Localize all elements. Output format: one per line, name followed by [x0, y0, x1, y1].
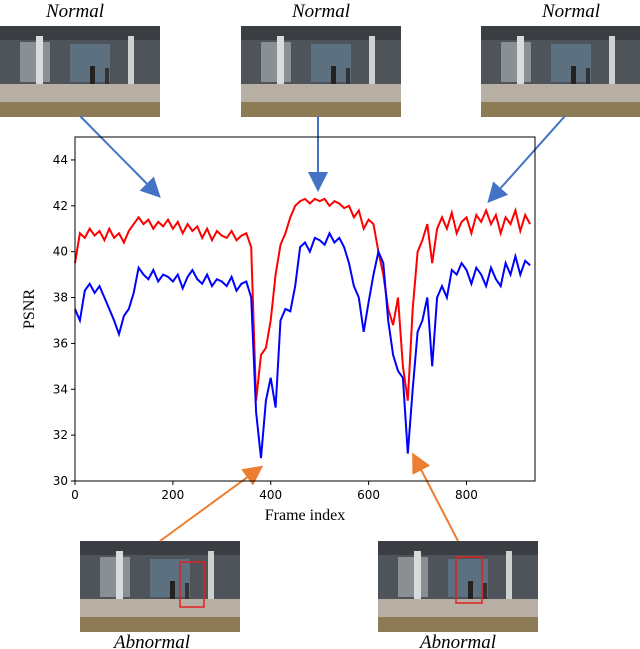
y-tick-label: 40	[53, 245, 68, 259]
y-axis-label: PSNR	[21, 289, 38, 329]
annotation: Normal	[45, 1, 104, 22]
plot-frame	[74, 136, 536, 482]
series-line	[74, 230, 531, 459]
arrows	[79, 115, 566, 542]
y-tick-label: 30	[53, 474, 68, 488]
x-tick-label: 200	[161, 488, 184, 502]
x-tick-label: 0	[71, 488, 79, 502]
series-line	[74, 197, 531, 401]
y-tick-label: 44	[53, 153, 68, 167]
x-tick-label: 800	[455, 488, 478, 502]
x-tick-label: 400	[259, 488, 282, 502]
thumbnails	[0, 26, 640, 632]
y-tick-label: 36	[53, 336, 68, 350]
x-tick-label: 600	[357, 488, 380, 502]
y-tick-label: 32	[53, 428, 68, 442]
y-tick-label: 38	[53, 291, 68, 305]
annotation: Normal	[541, 1, 600, 22]
y-tick-label: 34	[53, 382, 68, 396]
y-tick-label: 42	[53, 199, 68, 213]
annotation: Abnormal	[112, 632, 190, 649]
plot: 30 32 34 36 38 40 42 44 0 200 400 600 800	[53, 136, 536, 502]
annotation: Normal	[291, 1, 350, 22]
annotation: Abnormal	[418, 632, 496, 649]
x-axis-label: Frame index	[265, 507, 345, 524]
